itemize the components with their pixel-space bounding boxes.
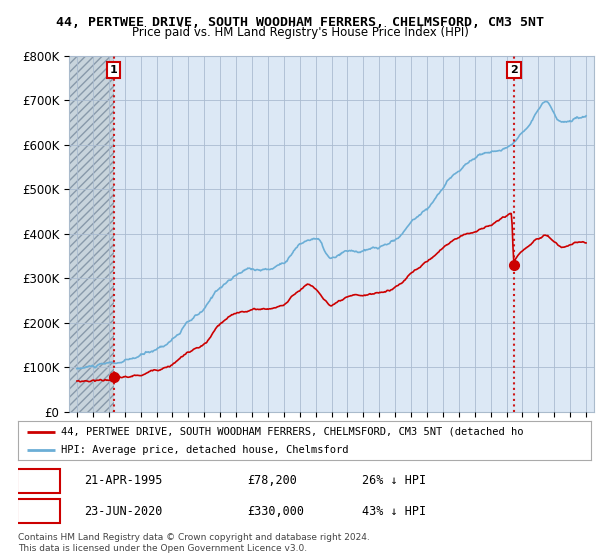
Text: 44, PERTWEE DRIVE, SOUTH WOODHAM FERRERS, CHELMSFORD, CM3 5NT (detached ho: 44, PERTWEE DRIVE, SOUTH WOODHAM FERRERS… — [61, 427, 523, 437]
Text: 43% ↓ HPI: 43% ↓ HPI — [362, 505, 426, 517]
FancyBboxPatch shape — [17, 469, 60, 493]
Text: Price paid vs. HM Land Registry's House Price Index (HPI): Price paid vs. HM Land Registry's House … — [131, 26, 469, 39]
Text: Contains HM Land Registry data © Crown copyright and database right 2024.
This d: Contains HM Land Registry data © Crown c… — [18, 534, 370, 553]
Text: £78,200: £78,200 — [247, 474, 297, 487]
Text: HPI: Average price, detached house, Chelmsford: HPI: Average price, detached house, Chel… — [61, 445, 349, 455]
Text: 2: 2 — [510, 65, 518, 75]
Text: 2: 2 — [34, 505, 42, 517]
FancyBboxPatch shape — [17, 499, 60, 524]
Text: 23-JUN-2020: 23-JUN-2020 — [84, 505, 162, 517]
Bar — [69, 56, 113, 412]
Text: 44, PERTWEE DRIVE, SOUTH WOODHAM FERRERS, CHELMSFORD, CM3 5NT: 44, PERTWEE DRIVE, SOUTH WOODHAM FERRERS… — [56, 16, 544, 29]
Text: £330,000: £330,000 — [247, 505, 304, 517]
Text: 26% ↓ HPI: 26% ↓ HPI — [362, 474, 426, 487]
Text: 1: 1 — [34, 474, 42, 487]
Text: 21-APR-1995: 21-APR-1995 — [84, 474, 162, 487]
Text: 1: 1 — [110, 65, 118, 75]
